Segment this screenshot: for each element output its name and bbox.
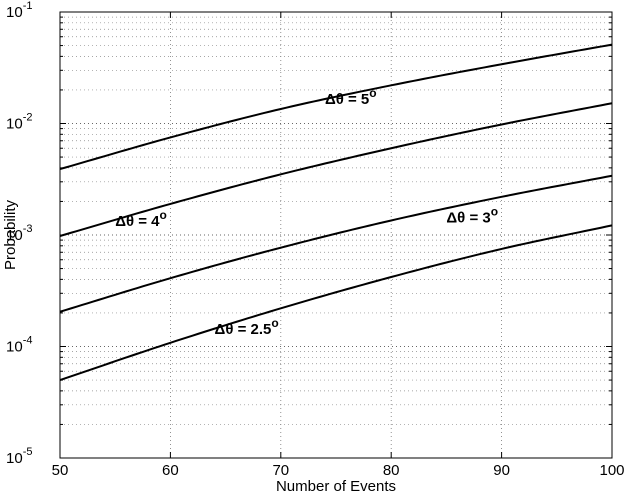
x-tick-label: 60 xyxy=(162,462,179,479)
series-line-0 xyxy=(59,43,613,171)
curve-label: Δθ = 5o xyxy=(325,86,377,108)
curve-label: Δθ = 4o xyxy=(115,208,167,230)
y-tick-label: 10-3 xyxy=(6,223,32,244)
series-line-3 xyxy=(59,224,613,382)
grid xyxy=(60,12,612,458)
curve-labels: Δθ = 5o Δθ = 4o Δθ = 3o Δθ = 2.5o xyxy=(115,86,498,338)
y-tick-label: 10-4 xyxy=(6,335,32,356)
x-tick-label: 70 xyxy=(272,462,289,479)
curve-label: Δθ = 2.5o xyxy=(215,316,279,338)
y-tick-label: 10-2 xyxy=(6,112,32,133)
series-lines xyxy=(59,43,613,382)
y-tick-label: 10-1 xyxy=(6,0,32,21)
x-tick-label: 50 xyxy=(52,462,69,479)
axis-ticks xyxy=(59,12,613,459)
y-tick-label: 10-5 xyxy=(6,446,32,467)
series-line-2 xyxy=(59,174,613,313)
curve-label: Δθ = 3o xyxy=(446,204,498,226)
y-axis-label: Probability xyxy=(2,199,19,270)
x-axis-label: Number of Events xyxy=(276,478,396,495)
x-tick-label: 90 xyxy=(493,462,510,479)
x-tick-labels: 50 60 70 80 90 100 xyxy=(52,462,625,479)
x-tick-label: 80 xyxy=(383,462,400,479)
y-tick-labels: 10-5 10-4 10-3 10-2 10-1 xyxy=(6,0,32,467)
x-tick-label: 100 xyxy=(599,462,624,479)
series-line-1 xyxy=(59,102,613,237)
